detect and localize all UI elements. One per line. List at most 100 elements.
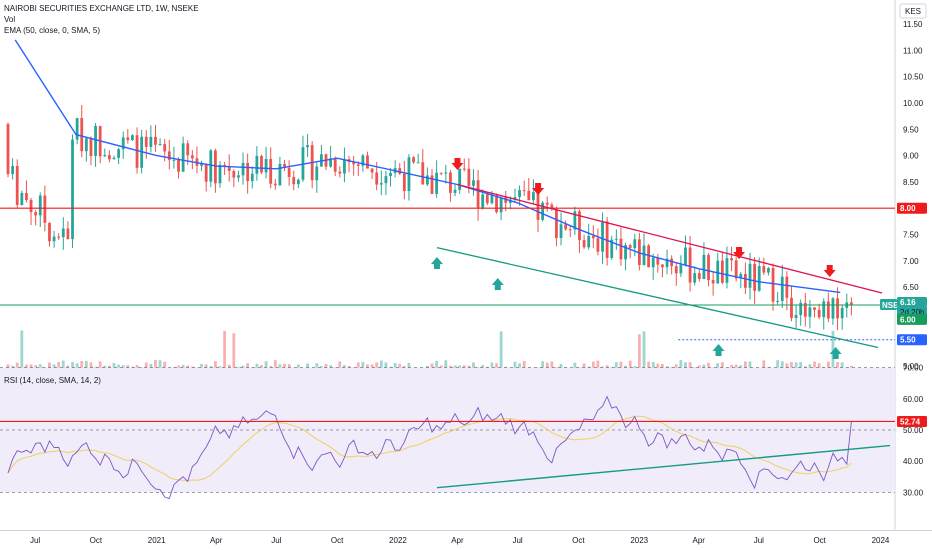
candle-body	[375, 172, 379, 185]
volume-bar	[232, 333, 236, 370]
volume-bar	[614, 362, 618, 370]
candle-body	[725, 258, 729, 283]
candle-body	[836, 298, 839, 319]
candle-body	[6, 124, 10, 175]
candle-body	[568, 229, 572, 231]
candle-body	[200, 164, 203, 166]
candle-body	[131, 135, 134, 141]
up-arrow-icon	[430, 257, 443, 269]
volume-bar	[287, 364, 291, 370]
candle-body	[444, 172, 448, 174]
candle-body	[684, 247, 687, 265]
ema-label: EMA (50, close, 0, SMA, 5)	[4, 26, 101, 35]
up-arrow-icon	[829, 347, 842, 359]
volume-bar	[71, 362, 74, 370]
volume-bar	[522, 361, 526, 370]
volume-bar	[356, 362, 360, 370]
candle-body	[333, 158, 337, 172]
volume-bar	[688, 362, 692, 370]
candle-body	[531, 192, 535, 201]
candle-body	[439, 172, 443, 174]
volume-bar	[393, 362, 397, 370]
candle-body	[186, 143, 190, 156]
level-55-tag-bg	[897, 334, 927, 346]
candle-body	[743, 273, 747, 288]
volume-bar	[591, 361, 595, 370]
candle-body	[716, 260, 720, 284]
candle-body	[467, 168, 471, 186]
rsi-axis-tick: 50.00	[903, 426, 924, 435]
volume-bar	[743, 361, 747, 370]
volume-bar	[34, 365, 38, 370]
volume-bar	[790, 361, 793, 370]
candle-body	[80, 118, 84, 152]
volume-bar	[656, 363, 660, 370]
symbol-tag-bg	[880, 298, 897, 310]
volume-bar	[15, 362, 19, 370]
price-pane	[0, 0, 895, 386]
candle-body	[204, 164, 208, 182]
candle-body	[144, 136, 148, 147]
candle-body	[356, 164, 360, 166]
volume-bar	[559, 363, 563, 370]
candle-body	[734, 260, 738, 279]
candle-body	[352, 162, 356, 165]
candle-body	[582, 240, 586, 248]
volume-bar	[246, 363, 250, 370]
volume-bar	[163, 361, 167, 370]
volume-bar	[499, 331, 503, 370]
price-axis-tick: 8.50	[903, 178, 919, 187]
candle-body	[425, 175, 429, 185]
candle-body	[822, 301, 826, 318]
candle-body	[541, 202, 545, 220]
level-8-tag: 8.00	[900, 204, 916, 213]
candle-body	[748, 263, 752, 288]
candle-body	[292, 177, 296, 185]
candle-body	[790, 297, 793, 319]
candle-body	[697, 273, 701, 280]
candle-body	[679, 264, 683, 274]
candle-body	[573, 211, 577, 230]
up-arrow-icon	[491, 278, 504, 290]
candle-body	[25, 192, 28, 201]
volume-bar	[84, 360, 88, 370]
candle-body	[57, 236, 61, 238]
candle-body	[831, 298, 835, 319]
volume-bar	[20, 330, 24, 370]
ema-line	[14, 39, 841, 294]
candle-body	[578, 211, 581, 241]
candle-body	[771, 268, 775, 302]
candle-body	[688, 247, 692, 283]
candle-body	[126, 137, 130, 141]
volume-bar	[513, 361, 517, 370]
candle-body	[762, 266, 766, 273]
candle-body	[213, 150, 217, 184]
candle-body	[329, 158, 333, 167]
time-axis-tick: Apr	[451, 536, 464, 545]
volume-bar	[48, 362, 51, 370]
time-axis-tick: Apr	[692, 536, 705, 545]
volume-bar	[296, 364, 300, 370]
volume-bar	[730, 364, 733, 370]
level-8-tag-bg	[897, 202, 927, 214]
volume-bar	[619, 361, 623, 370]
currency-box[interactable]	[899, 3, 927, 19]
candle-body	[559, 224, 563, 239]
rsi-axis-tick: 60.00	[903, 395, 924, 404]
price-axis-tick: 7.50	[903, 231, 919, 240]
rsi-axis-tick: 40.00	[903, 457, 924, 466]
candle-body	[283, 163, 286, 168]
candle-body	[273, 183, 277, 186]
candle-body	[720, 260, 724, 283]
rsi-axis-tick: 70.00	[903, 364, 924, 373]
currency-label: KES	[905, 7, 921, 16]
candle-body	[545, 202, 549, 205]
price-axis[interactable]	[895, 0, 932, 550]
volume-bar	[707, 362, 710, 370]
candle-body	[633, 239, 637, 249]
candle-body	[296, 179, 300, 185]
candle-body	[112, 157, 116, 160]
volume-bar	[490, 362, 494, 370]
volume-bar	[840, 362, 844, 370]
